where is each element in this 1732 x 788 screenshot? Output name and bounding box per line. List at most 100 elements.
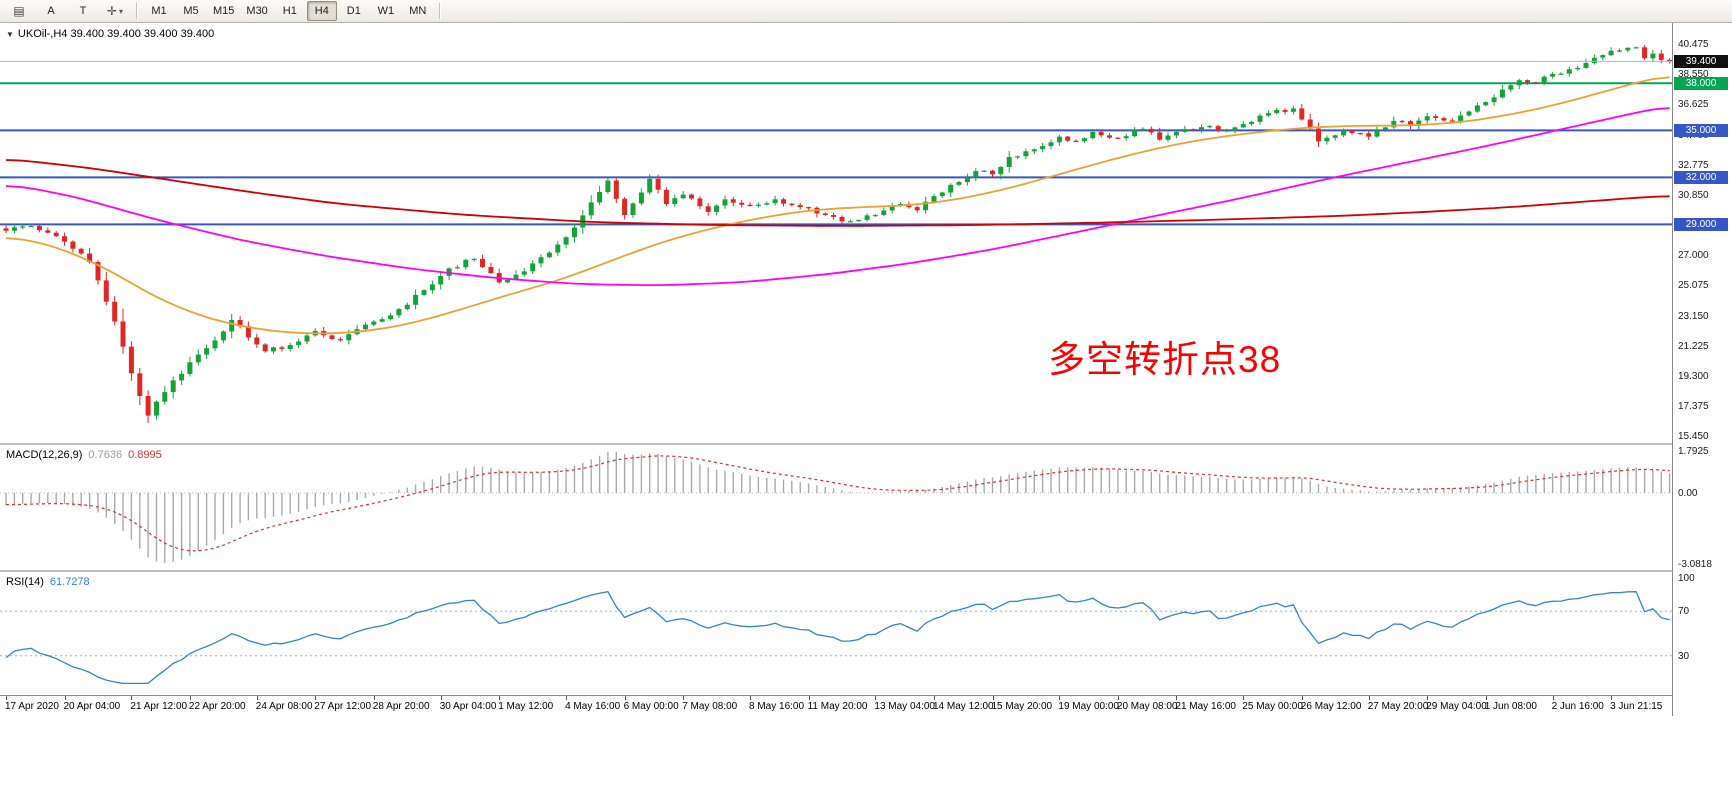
macd-chart[interactable] [0,445,1672,570]
time-axis-label: 3 Jun 21:15 [1610,701,1663,712]
rsi-label: RSI(14) 61.7278 [6,576,90,588]
time-tick [1552,696,1554,700]
time-tick [1117,696,1119,700]
rsi-axis-100: 100 [1678,573,1695,584]
slow-ma [5,159,1670,227]
time-tick [6,696,7,700]
price-axis[interactable]: 40.47538.55036.62534.70032.77530.85027.0… [1672,23,1732,716]
macd-signal-line [6,455,1670,552]
time-axis-label: 7 May 08:00 [682,701,738,712]
time-tick [1485,696,1487,700]
collapse-triangle-icon[interactable]: ▼ [6,30,14,39]
time-tick [624,696,626,700]
timeframe-button-m1[interactable]: M1 [151,5,167,17]
time-axis-label: 22 Apr 20:00 [188,701,246,712]
time-axis-label: 13 May 04:00 [874,701,935,712]
price-axis-label: 15.450 [1678,431,1709,443]
crosshair-tool-glyph: ✛ [106,4,118,18]
price-tag-32.000: 32.000 [1674,170,1728,184]
price-axis-label: 32.775 [1678,159,1709,171]
time-axis[interactable]: 17 Apr 2020 20 Apr 04:00 21 Apr 12:00 22 Ap… [0,695,1732,722]
timeframe-button-mn[interactable]: MN [409,5,427,17]
price-axis-label: 38.550 [1678,69,1709,81]
time-tick [499,696,501,700]
timeframe-button-d1[interactable]: D1 [346,5,361,17]
rsi-chart[interactable] [0,572,1672,695]
timeframe-button-m30[interactable]: M30 [246,5,268,17]
price-tag-38.000: 38.000 [1674,76,1728,90]
time-axis-label: 2 Jun 16:00 [1551,701,1604,712]
timeframe-button-h1[interactable]: H1 [282,5,297,17]
pane-splitter[interactable] [0,443,1732,445]
price-tag-29.000: 29.000 [1674,217,1728,231]
price-axis-label: 40.475 [1678,39,1709,51]
time-axis-label: 27 Apr 12:00 [314,701,372,712]
time-tick [131,696,133,700]
rsi-name: RSI(14) [6,576,44,588]
time-axis-label: 24 Apr 08:00 [255,701,313,712]
price-chart[interactable] [0,23,1672,443]
time-tick [315,696,317,700]
macd-name: MACD(12,26,9) [6,449,83,461]
toolbar-separator [136,3,138,19]
time-tick [992,696,994,700]
time-tick [1611,696,1613,700]
time-axis-label: 27 May 20:00 [1367,701,1429,712]
time-tick [934,696,935,700]
timeframe-button-w1[interactable]: W1 [377,5,395,17]
macd-axis-max: 1.7925 [1678,446,1709,457]
time-tick [1059,696,1061,700]
font-tool-button[interactable]: A [47,5,55,17]
rsi-axis-30: 30 [1678,650,1690,662]
macd-label: MACD(12,26,9) 0.7636 0.8995 [6,449,162,461]
time-tick [373,696,375,700]
macd-signal-value: 0.8995 [128,449,162,461]
time-axis-label: 21 May 16:00 [1175,701,1236,712]
time-tick [1243,696,1245,700]
price-axis-label: 21.225 [1678,340,1709,352]
candles [3,45,1672,424]
time-axis-label: 20 May 08:00 [1116,701,1178,712]
text-tool-button[interactable]: T [79,5,87,17]
time-tick [1368,696,1370,700]
time-tick [64,696,66,700]
chart-list-icon-glyph: ▤ [13,4,25,18]
price-pane[interactable]: ▼ UKOil-,H4 39.400 39.400 39.400 39.400 多… [0,23,1672,443]
timeframe-button-m15[interactable]: M15 [213,5,235,17]
pane-splitter[interactable] [0,570,1732,572]
timeframe-button-m5[interactable]: M5 [183,5,199,17]
crosshair-tool[interactable]: ✛ ▾ [100,1,130,21]
time-tick [1176,696,1178,700]
time-axis-label: 25 May 00:00 [1242,701,1303,712]
fast-ma [5,76,1670,335]
chart-text-annotation[interactable]: 多空转折点38 [1048,339,1282,380]
toolbar-separator [438,3,441,19]
time-tick [808,696,810,700]
price-tag-39.400: 39.400 [1674,54,1728,68]
time-axis-label: 6 May 00:00 [623,701,679,712]
chart-list-icon[interactable]: ▤ [4,1,34,21]
price-tag-35.000: 35.000 [1674,123,1728,137]
time-tick [440,696,442,700]
rsi-axis-70: 70 [1678,606,1690,618]
medium-ma [5,107,1670,287]
time-axis-label: 30 Apr 04:00 [439,701,497,712]
macd-axis-min: -3.0818 [1678,559,1712,570]
time-tick [750,696,751,700]
time-axis-label: 19 May 00:00 [1058,701,1119,712]
timeframe-button-h4[interactable]: H4 [306,1,337,21]
time-tick [566,696,568,700]
time-axis-label: 20 Apr 04:00 [63,701,121,712]
time-tick [189,696,191,700]
price-axis-label: 25.075 [1678,280,1709,292]
toolbar: ▤ A T ✛ ▾ M1 M5 M15 M30 H1 H4 D1 W1 MN [0,0,1732,23]
macd-histogram [5,451,1671,564]
symbol-ohlc-line: ▼ UKOil-,H4 39.400 39.400 39.400 39.400 [6,28,214,40]
time-axis-label: 4 May 16:00 [565,701,621,712]
time-axis-label: 15 May 20:00 [991,701,1053,712]
symbol-ohlc-text: UKOil-,H4 39.400 39.400 39.400 39.400 [17,28,215,40]
time-axis-label: 28 Apr 20:00 [372,701,430,712]
rsi-pane[interactable]: RSI(14) 61.7278 [0,572,1672,695]
macd-pane[interactable]: MACD(12,26,9) 0.7636 0.8995 [0,445,1672,570]
